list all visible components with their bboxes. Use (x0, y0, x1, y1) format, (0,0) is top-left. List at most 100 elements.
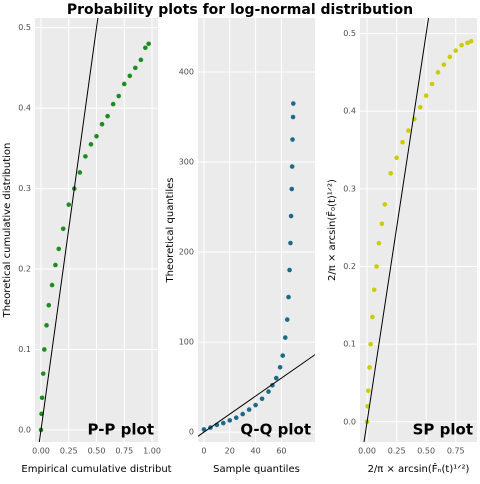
point (227, 418, 233, 423)
point (406, 128, 411, 133)
point (127, 73, 133, 79)
point (39, 395, 45, 401)
annotation: SP plot (413, 421, 473, 439)
y-tick-label: 200 (179, 248, 194, 257)
point (400, 139, 405, 145)
point (116, 93, 122, 99)
point (286, 294, 291, 300)
y-tick-label: 0.5 (18, 23, 31, 32)
point (376, 240, 382, 246)
point (465, 40, 470, 46)
point (246, 407, 252, 412)
point (453, 48, 459, 53)
point (447, 54, 453, 60)
point (388, 171, 394, 176)
y-tick-label: 0.1 (343, 340, 356, 349)
y-axis-title: 2/π × arcsin(F̂₀(t)¹ᐟ²) (325, 179, 338, 281)
point (233, 415, 239, 420)
point (266, 389, 271, 394)
point (201, 427, 207, 432)
point (289, 186, 295, 192)
x-tick-label: 1.00 (143, 447, 161, 456)
point (374, 264, 379, 269)
point (44, 323, 49, 328)
plot-background (360, 18, 477, 442)
point (105, 113, 110, 119)
point (83, 154, 88, 159)
point (221, 420, 226, 426)
point (53, 262, 58, 268)
y-axis-title: Theoretical cumulative distribution (2, 143, 13, 319)
x-axis-title: 2/π × arcsin(F̂ₙ(t)¹ᐟ²) (368, 462, 470, 475)
point (417, 105, 423, 110)
point (289, 164, 295, 169)
point (370, 314, 375, 320)
point (367, 365, 372, 370)
point (259, 396, 265, 402)
x-tick-label: 40 (251, 447, 261, 456)
y-tick-label: 0.4 (18, 104, 31, 113)
x-tick-label: 0 (201, 447, 206, 456)
point (277, 364, 283, 370)
point (240, 411, 245, 417)
point (280, 353, 286, 358)
annotation: Q-Q plot (240, 421, 311, 439)
point (46, 302, 52, 308)
point (284, 317, 290, 322)
point (379, 221, 385, 227)
x-tick-label: 0.75 (447, 447, 465, 456)
x-tick-label: 20 (225, 447, 235, 456)
chart-title: Probability plots for log-normal distrib… (67, 2, 413, 18)
plot-background (198, 18, 315, 442)
point (371, 287, 377, 293)
point (365, 388, 371, 394)
point (88, 142, 94, 147)
point (42, 347, 47, 352)
y-tick-label: 0.5 (343, 29, 356, 38)
point (288, 240, 293, 246)
point (435, 70, 441, 75)
x-tick-label: 0.75 (115, 447, 133, 456)
reference-line (363, 18, 430, 442)
x-axis-title: Sample quantiles (213, 464, 300, 475)
point (429, 81, 435, 87)
y-tick-label: 0.1 (18, 345, 31, 354)
y-tick-label: 400 (179, 68, 194, 77)
x-tick-label: 0.50 (88, 447, 106, 456)
point (121, 81, 127, 87)
point (382, 202, 388, 207)
y-tick-label: 0.0 (343, 417, 356, 426)
point (94, 133, 99, 139)
point (291, 101, 296, 106)
x-tick-label: 0.00 (358, 447, 376, 456)
point (290, 137, 295, 142)
point (368, 341, 373, 347)
point (138, 57, 144, 63)
point (287, 267, 292, 273)
point (441, 62, 447, 67)
y-tick-label: 0.3 (18, 184, 31, 193)
x-tick-label: 0.00 (32, 447, 50, 456)
y-tick-label: 0.4 (343, 107, 356, 116)
point (146, 41, 151, 47)
point (99, 121, 105, 127)
reference-line (38, 18, 99, 442)
y-tick-label: 0.2 (18, 265, 31, 274)
y-tick-label: 300 (179, 158, 194, 167)
point (49, 282, 55, 288)
point (459, 42, 464, 48)
point (253, 402, 258, 408)
x-tick-label: 0.25 (388, 447, 406, 456)
point (56, 246, 62, 252)
point (143, 45, 148, 51)
point (66, 202, 72, 207)
y-tick-label: 0.0 (18, 425, 31, 434)
point (77, 170, 83, 175)
point (468, 38, 474, 44)
y-tick-label: 0 (189, 428, 194, 437)
y-tick-label: 100 (179, 338, 194, 347)
point (423, 93, 429, 98)
point (273, 375, 279, 381)
point (60, 226, 66, 232)
x-axis-title: Empirical cumulative distribut (21, 464, 171, 475)
